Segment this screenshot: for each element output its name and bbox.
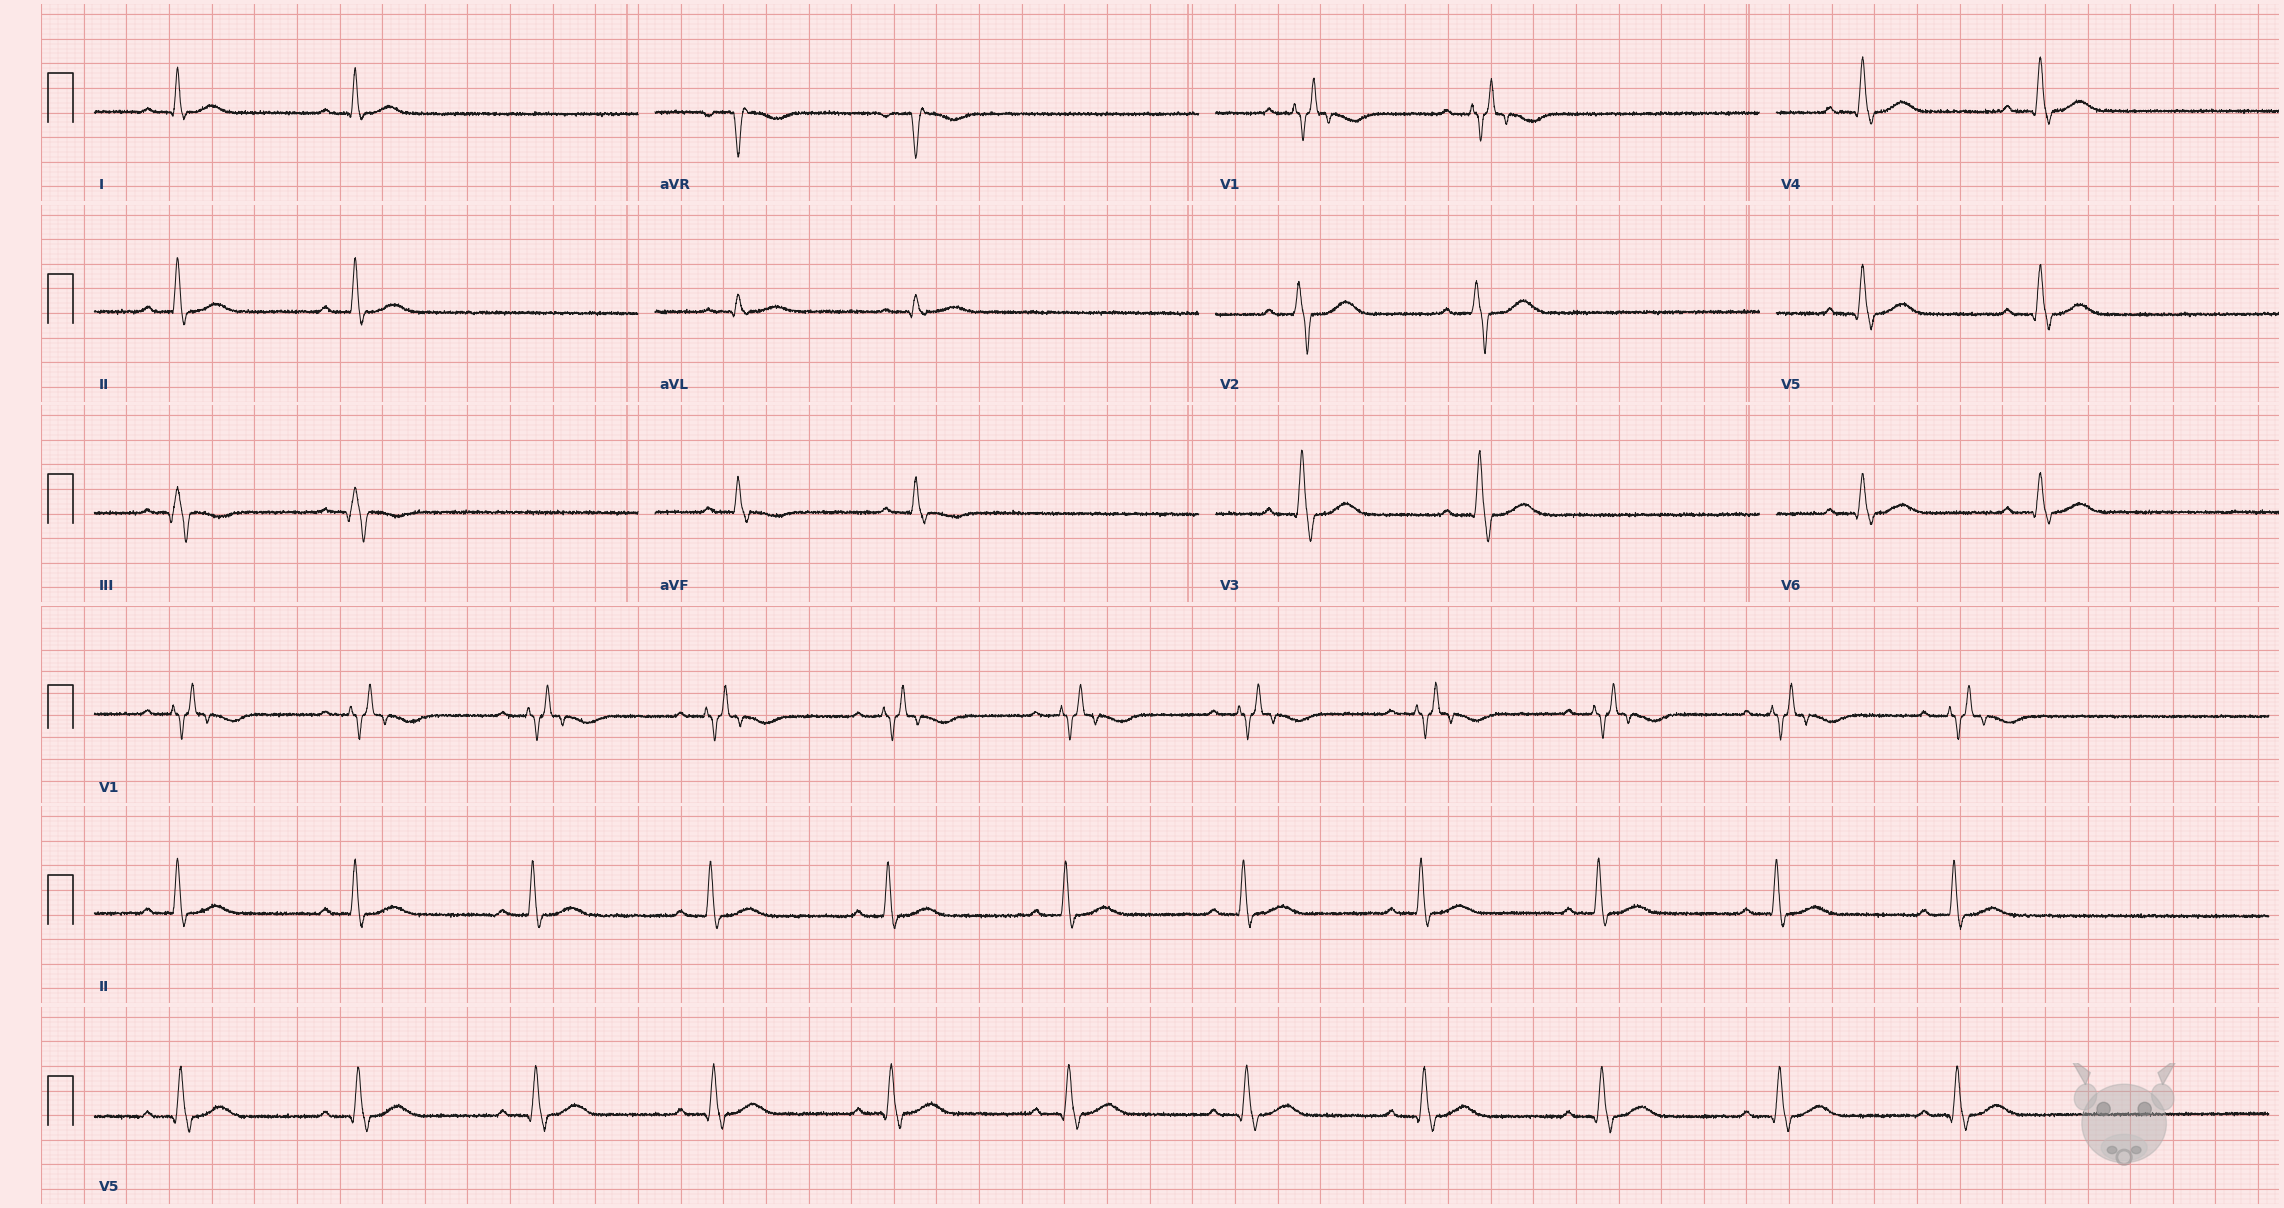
Text: V5: V5 bbox=[98, 1180, 119, 1195]
Text: aVL: aVL bbox=[660, 378, 687, 393]
Text: V2: V2 bbox=[1220, 378, 1240, 393]
Text: aVR: aVR bbox=[660, 178, 690, 192]
Text: I: I bbox=[98, 178, 103, 192]
Text: V4: V4 bbox=[1782, 178, 1802, 192]
Text: V5: V5 bbox=[1782, 378, 1802, 393]
Text: V1: V1 bbox=[1220, 178, 1240, 192]
Circle shape bbox=[2097, 1102, 2110, 1116]
Circle shape bbox=[2138, 1102, 2152, 1116]
Text: V3: V3 bbox=[1220, 579, 1240, 593]
Ellipse shape bbox=[2108, 1146, 2117, 1154]
Ellipse shape bbox=[2101, 1134, 2147, 1161]
Text: V1: V1 bbox=[98, 780, 119, 795]
Text: V6: V6 bbox=[1782, 579, 1802, 593]
Ellipse shape bbox=[2074, 1084, 2097, 1110]
Polygon shape bbox=[2158, 1057, 2179, 1085]
Polygon shape bbox=[2069, 1057, 2090, 1085]
Text: III: III bbox=[98, 579, 114, 593]
Ellipse shape bbox=[2131, 1146, 2140, 1154]
Ellipse shape bbox=[2081, 1085, 2168, 1162]
Text: aVF: aVF bbox=[660, 579, 690, 593]
Text: II: II bbox=[98, 980, 110, 994]
Text: II: II bbox=[98, 378, 110, 393]
Ellipse shape bbox=[2152, 1084, 2174, 1110]
